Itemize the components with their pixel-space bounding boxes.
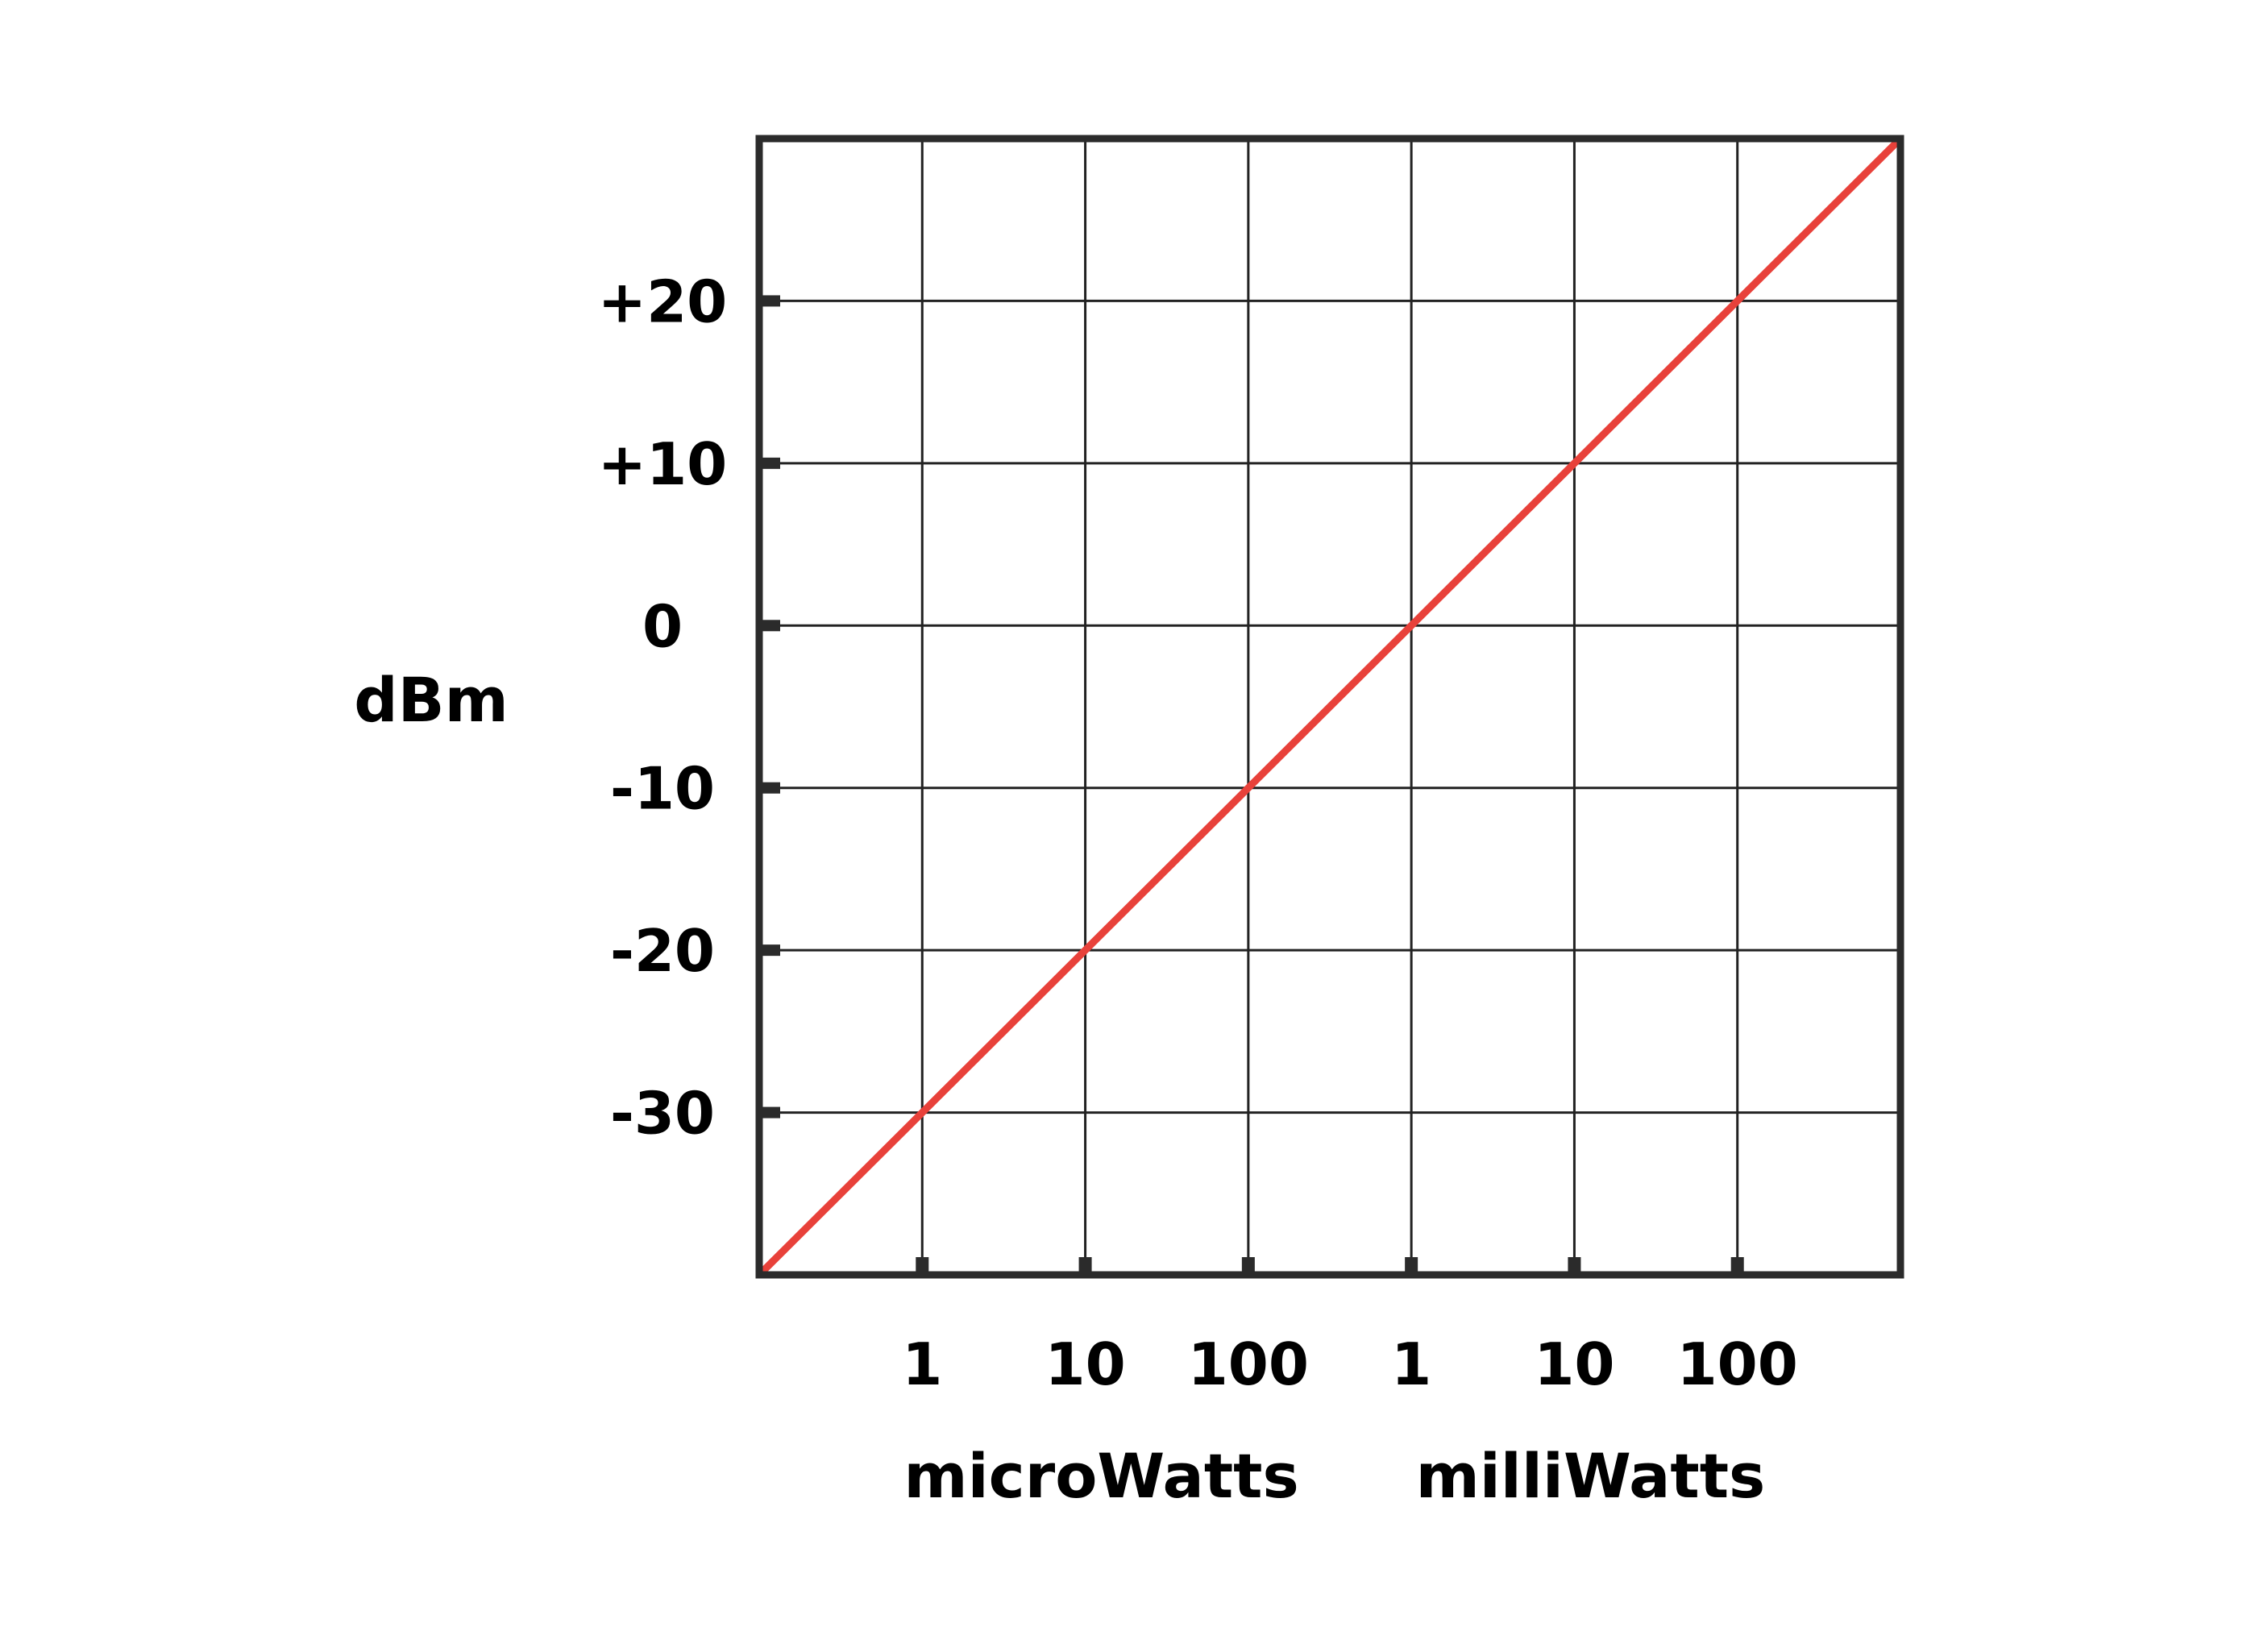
x-tick-label: 1 [1391, 1330, 1431, 1398]
y-tick-label: -10 [610, 755, 715, 823]
y-tick-mark [762, 295, 780, 307]
series-layer [755, 135, 1904, 1279]
y-tick-label: 0 [642, 592, 683, 660]
grid [759, 139, 1900, 1275]
tick-marks [762, 295, 1744, 1272]
y-tick-mark [762, 944, 780, 957]
series-line [755, 135, 1904, 1279]
x-unit-label: microWatts [903, 1440, 1298, 1512]
x-tick-mark [1730, 1257, 1744, 1272]
plot-frame [755, 135, 1904, 1279]
x-tick-mark [1241, 1257, 1255, 1272]
x-tick-label: 1 [902, 1330, 942, 1398]
y-tick-label: -30 [610, 1080, 715, 1148]
x-tick-mark [1405, 1257, 1418, 1272]
y-tick-mark [762, 620, 780, 632]
x-tick-mark [916, 1257, 929, 1272]
x-tick-labels: 1 10 100 1 10 100 [902, 1330, 1798, 1398]
y-tick-mark [762, 782, 780, 794]
y-tick-mark [762, 1106, 780, 1119]
y-tick-label: -20 [610, 917, 715, 985]
x-tick-mark [1568, 1257, 1581, 1272]
y-axis-label: dBm [354, 664, 509, 736]
x-tick-label: 100 [1677, 1330, 1798, 1398]
x-unit-labels: microWatts milliWatts [903, 1440, 1765, 1512]
x-tick-label: 10 [1045, 1330, 1125, 1398]
y-tick-labels: +20 +10 0 -10 -20 -30 [598, 268, 728, 1147]
y-tick-label: +20 [598, 268, 728, 335]
y-tick-mark [762, 457, 780, 469]
x-tick-mark [1078, 1257, 1092, 1272]
x-tick-label: 100 [1188, 1330, 1309, 1398]
x-tick-label: 10 [1534, 1330, 1614, 1398]
y-tick-label: +10 [598, 430, 728, 498]
x-unit-label: milliWatts [1416, 1440, 1766, 1512]
